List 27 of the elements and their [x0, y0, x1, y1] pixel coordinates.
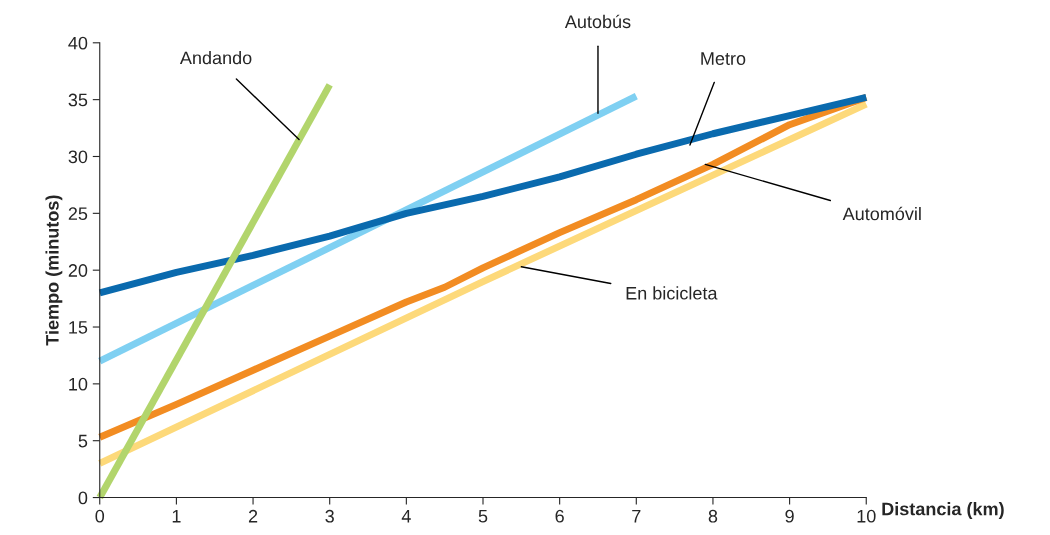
x-tick-label: 9 [785, 509, 794, 523]
x-tick-label: 7 [632, 510, 641, 523]
x-tick-label: 0 [95, 509, 105, 523]
x-tick-label: 2 [248, 509, 258, 523]
x-tick-label: 4 [401, 510, 411, 523]
annotation: En bicicleta [626, 286, 718, 300]
y-tick-label: 40 [68, 36, 88, 50]
y-axis-title: Tiempo (minutos) [45, 195, 63, 346]
annotation: Metro [701, 52, 746, 65]
x-tick-label: 1 [172, 510, 181, 523]
x-tick-label: 10 [857, 509, 876, 523]
annotation: Automóvil [842, 206, 921, 221]
y-tick-label: 35 [68, 93, 88, 107]
y-tick-label: 5 [78, 434, 88, 448]
x-tick-label: 6 [555, 509, 564, 523]
y-tick-label: 0 [78, 491, 88, 505]
x-tick-label: 5 [478, 510, 488, 523]
x-axis-title: Distancia (km) [882, 502, 1004, 519]
y-tick-label: 10 [69, 377, 88, 391]
y-tick-label: 15 [69, 321, 88, 334]
y-tick-label: 20 [68, 264, 88, 277]
annotation: Andando [179, 51, 252, 65]
y-tick-label: 25 [68, 207, 88, 221]
y-tick-label: 30 [68, 150, 88, 164]
x-tick-label: 3 [325, 509, 334, 523]
x-tick-label: 8 [708, 509, 718, 523]
annotation: Autobús [564, 14, 631, 29]
